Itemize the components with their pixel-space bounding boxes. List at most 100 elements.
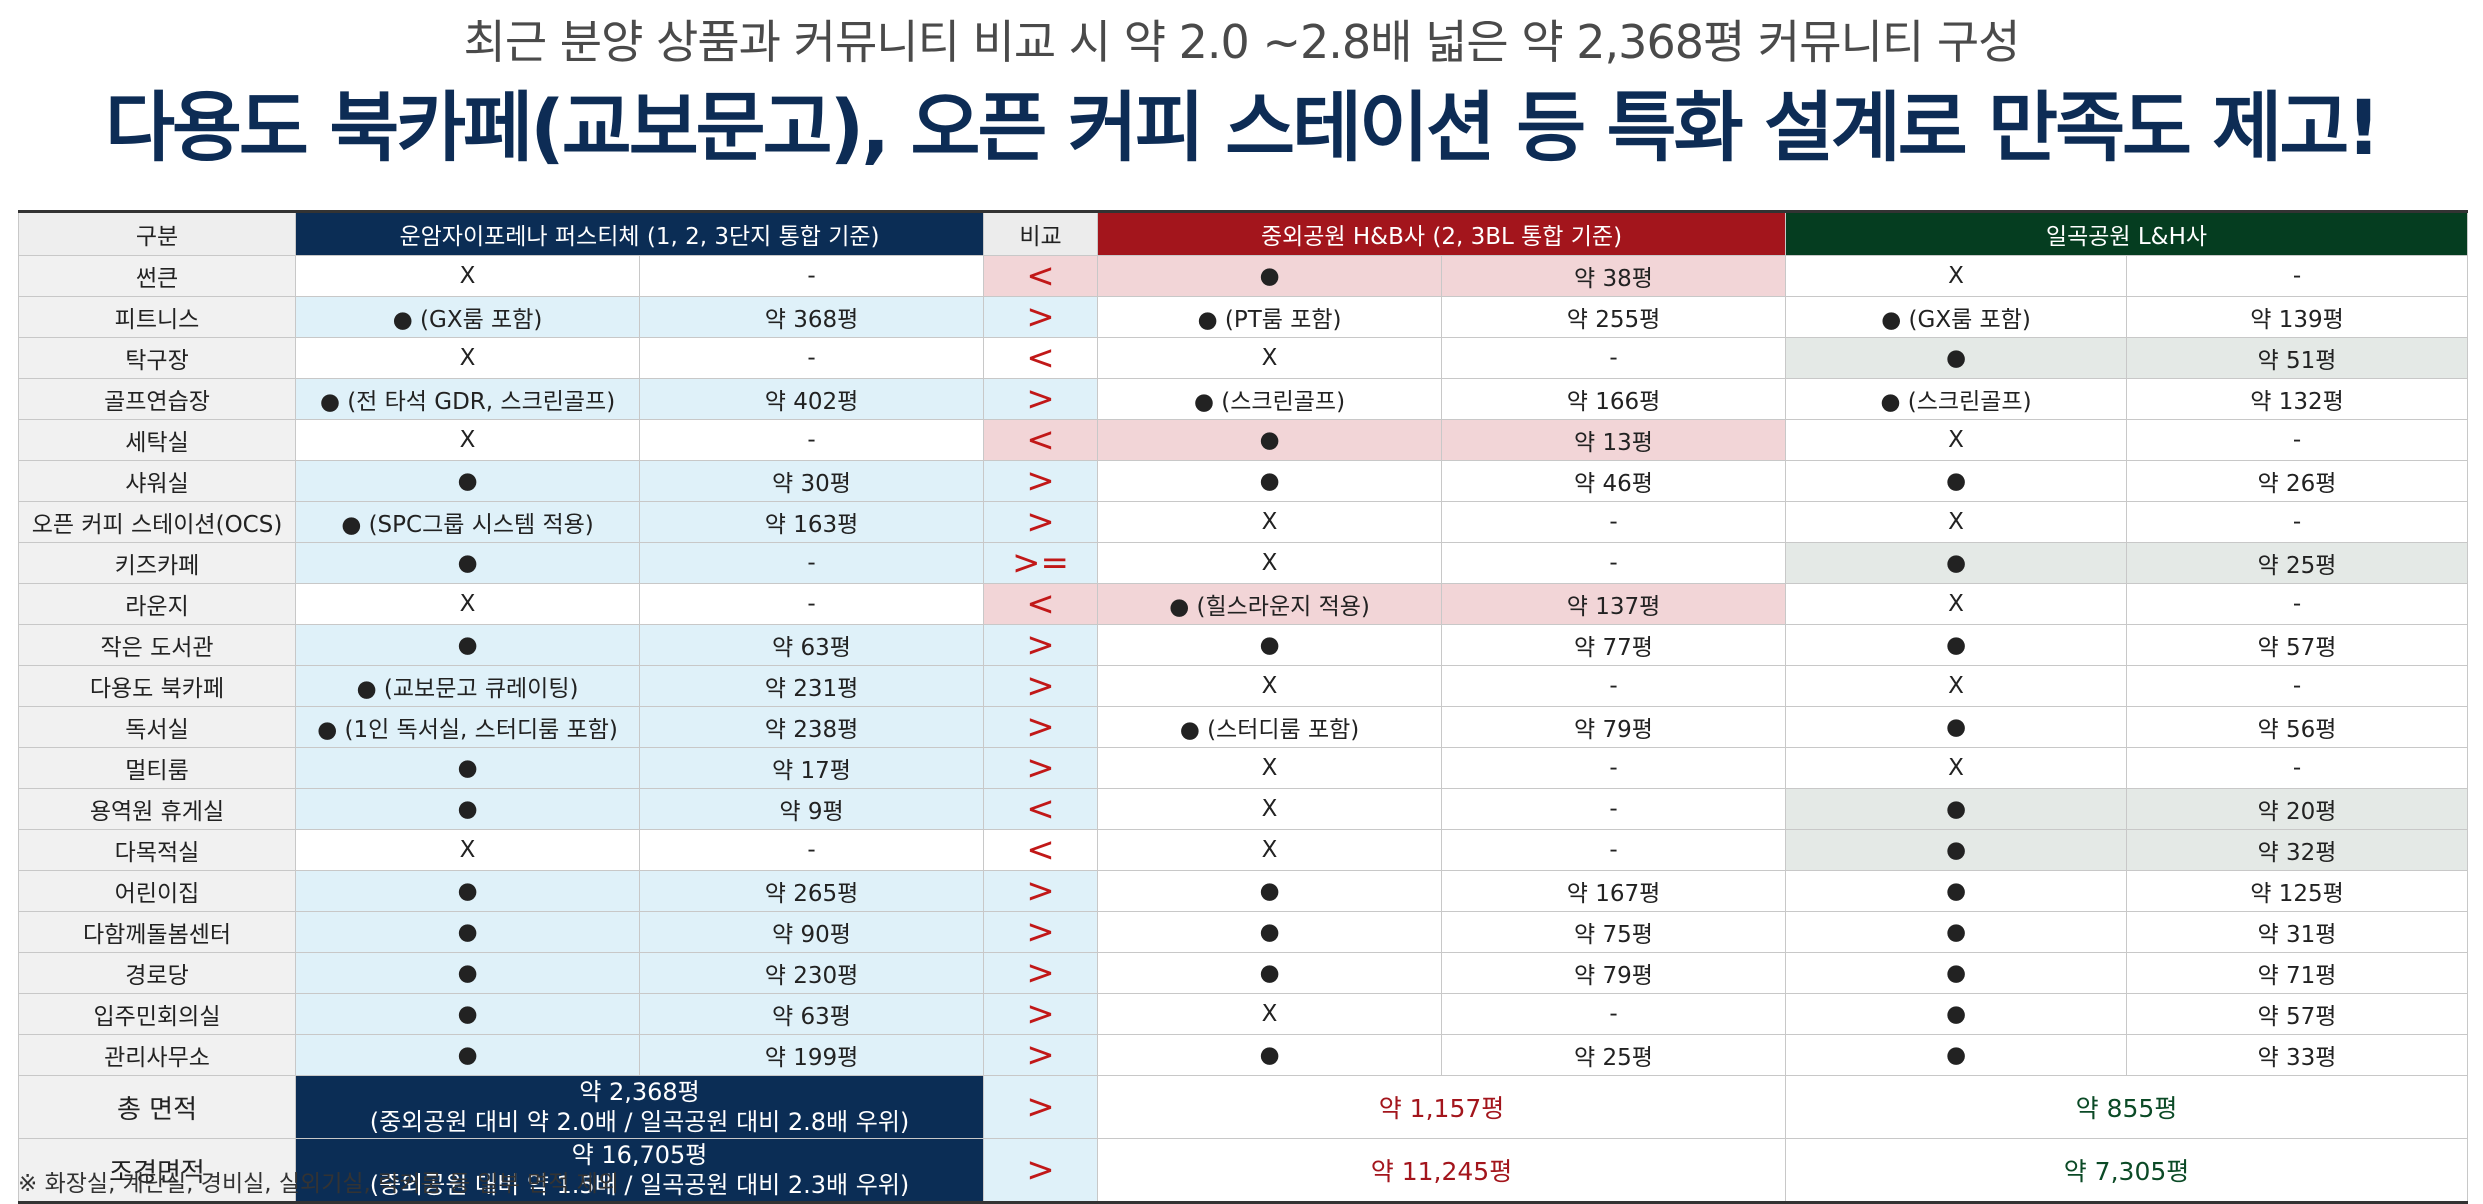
complex-a-total: 약 2,368평 (중외공원 대비 약 2.0배 / 일곡공원 대비 2.8배 우… bbox=[295, 1075, 984, 1139]
table-row: 탁구장 X - < X - ● 약 51평 bbox=[18, 337, 2468, 379]
complex-a-status: ● (1인 독서실, 스터디룸 포함) bbox=[295, 706, 640, 748]
complex-c-status: X bbox=[1785, 419, 2127, 461]
complex-a-total-value: 약 2,368평 bbox=[579, 1078, 700, 1106]
complex-c-status: ● bbox=[1785, 460, 2127, 502]
complex-a-status: ● bbox=[295, 870, 640, 912]
row-label: 피트니스 bbox=[18, 296, 296, 338]
table-row: 라운지 X - < ● (힐스라운지 적용) 약 137평 X - bbox=[18, 583, 2468, 625]
complex-b-area: - bbox=[1441, 993, 1786, 1035]
header-label: 구분 bbox=[18, 211, 296, 256]
complex-c-area: 약 20평 bbox=[2126, 788, 2468, 830]
complex-c-area: 약 139평 bbox=[2126, 296, 2468, 338]
complex-b-total: 약 1,157평 bbox=[1097, 1075, 1786, 1139]
complex-b-area: - bbox=[1441, 501, 1786, 543]
complex-b-area: 약 46평 bbox=[1441, 460, 1786, 502]
header-row: 구분 운암자이포레나 퍼스티체 (1, 2, 3단지 통합 기준) 비교 중외공… bbox=[18, 211, 2468, 256]
row-label: 세탁실 bbox=[18, 419, 296, 461]
complex-c-area: 약 57평 bbox=[2126, 624, 2468, 666]
complex-a-area: 약 402평 bbox=[639, 378, 984, 420]
complex-a-status: X bbox=[295, 255, 640, 297]
table-row: 피트니스 ● (GX룸 포함) 약 368평 > ● (PT룸 포함) 약 255평 ● (… bbox=[18, 296, 2468, 338]
compare-sign: < bbox=[983, 337, 1098, 379]
complex-b-status: X bbox=[1097, 665, 1442, 707]
row-label: 독서실 bbox=[18, 706, 296, 748]
complex-a-area: 약 63평 bbox=[639, 993, 984, 1035]
table-row: 세탁실 X - < ● 약 13평 X - bbox=[18, 419, 2468, 461]
complex-b-area: 약 13평 bbox=[1441, 419, 1786, 461]
compare-sign: > bbox=[983, 460, 1098, 502]
complex-b-area: - bbox=[1441, 337, 1786, 379]
complex-b-status: ● bbox=[1097, 870, 1442, 912]
complex-a-area: 약 90평 bbox=[639, 911, 984, 953]
complex-b-status: ● bbox=[1097, 255, 1442, 297]
complex-b-status: X bbox=[1097, 747, 1442, 789]
complex-c-area: 약 51평 bbox=[2126, 337, 2468, 379]
compare-sign: < bbox=[983, 583, 1098, 625]
complex-c-status: ● bbox=[1785, 870, 2127, 912]
complex-b-area: - bbox=[1441, 747, 1786, 789]
header-complex-b: 중외공원 H&B사 (2, 3BL 통합 기준) bbox=[1097, 211, 1786, 256]
table-row: 썬큰 X - < ● 약 38평 X - bbox=[18, 255, 2468, 297]
table-row: 입주민회의실 ● 약 63평 > X - ● 약 57평 bbox=[18, 993, 2468, 1035]
complex-a-area: 약 231평 bbox=[639, 665, 984, 707]
complex-b-status: X bbox=[1097, 829, 1442, 871]
complex-a-status: ● (SPC그룹 시스템 적용) bbox=[295, 501, 640, 543]
complex-b-status: ● bbox=[1097, 419, 1442, 461]
complex-b-status: ● bbox=[1097, 460, 1442, 502]
compare-sign: > bbox=[983, 1075, 1098, 1139]
row-label: 키즈카페 bbox=[18, 542, 296, 584]
complex-b-status: ● bbox=[1097, 624, 1442, 666]
complex-a-area: - bbox=[639, 583, 984, 625]
complex-b-area: - bbox=[1441, 542, 1786, 584]
complex-c-area: 약 25평 bbox=[2126, 542, 2468, 584]
complex-a-status: X bbox=[295, 337, 640, 379]
complex-a-status: ● (전 타석 GDR, 스크린골프) bbox=[295, 378, 640, 420]
complex-c-status: X bbox=[1785, 583, 2127, 625]
complex-b-status: ● (스크린골프) bbox=[1097, 378, 1442, 420]
row-label: 입주민회의실 bbox=[18, 993, 296, 1035]
complex-c-status: ● bbox=[1785, 624, 2127, 666]
complex-a-status: ● bbox=[295, 624, 640, 666]
compare-sign: > bbox=[983, 952, 1098, 994]
row-label: 샤워실 bbox=[18, 460, 296, 502]
complex-a-status: ● bbox=[295, 788, 640, 830]
table-row: 독서실 ● (1인 독서실, 스터디룸 포함) 약 238평 > ● (스터디룸 포함)… bbox=[18, 706, 2468, 748]
table-row: 경로당 ● 약 230평 > ● 약 79평 ● 약 71평 bbox=[18, 952, 2468, 994]
complex-c-area: 약 31평 bbox=[2126, 911, 2468, 953]
table-row: 관리사무소 ● 약 199평 > ● 약 25평 ● 약 33평 bbox=[18, 1034, 2468, 1076]
complex-a-total-value: 약 16,705평 bbox=[571, 1141, 708, 1169]
complex-a-area: - bbox=[639, 255, 984, 297]
compare-sign: < bbox=[983, 829, 1098, 871]
complex-c-area: - bbox=[2126, 255, 2468, 297]
complex-b-status: ● bbox=[1097, 952, 1442, 994]
community-comparison-table: 구분 운암자이포레나 퍼스티체 (1, 2, 3단지 통합 기준) 비교 중외공… bbox=[18, 210, 2468, 1204]
table-row: 골프연습장 ● (전 타석 GDR, 스크린골프) 약 402평 > ● (스크린골프)… bbox=[18, 378, 2468, 420]
complex-c-status: ● (GX룸 포함) bbox=[1785, 296, 2127, 338]
complex-a-status: X bbox=[295, 419, 640, 461]
complex-c-area: - bbox=[2126, 419, 2468, 461]
compare-sign: > bbox=[983, 870, 1098, 912]
complex-a-status: X bbox=[295, 829, 640, 871]
complex-c-status: X bbox=[1785, 501, 2127, 543]
complex-b-status: X bbox=[1097, 501, 1442, 543]
table-row: 멀티룸 ● 약 17평 > X - X - bbox=[18, 747, 2468, 789]
complex-b-area: - bbox=[1441, 665, 1786, 707]
complex-c-area: 약 32평 bbox=[2126, 829, 2468, 871]
row-label: 경로당 bbox=[18, 952, 296, 994]
complex-b-area: 약 77평 bbox=[1441, 624, 1786, 666]
complex-c-area: 약 71평 bbox=[2126, 952, 2468, 994]
complex-a-status: X bbox=[295, 583, 640, 625]
complex-a-area: - bbox=[639, 419, 984, 461]
complex-a-status: ● bbox=[295, 911, 640, 953]
complex-a-status: ● bbox=[295, 460, 640, 502]
complex-c-area: 약 125평 bbox=[2126, 870, 2468, 912]
complex-c-area: 약 132평 bbox=[2126, 378, 2468, 420]
complex-b-status: ● (PT룸 포함) bbox=[1097, 296, 1442, 338]
complex-a-area: 약 63평 bbox=[639, 624, 984, 666]
complex-c-area: 약 56평 bbox=[2126, 706, 2468, 748]
table-row: 오픈 커피 스테이션(OCS) ● (SPC그룹 시스템 적용) 약 163평 > X -… bbox=[18, 501, 2468, 543]
table-row: 다목적실 X - < X - ● 약 32평 bbox=[18, 829, 2468, 871]
compare-sign: < bbox=[983, 788, 1098, 830]
complex-b-status: ● (힐스라운지 적용) bbox=[1097, 583, 1442, 625]
footnote: ※ 화장실, 계단실, 경비실, 실외기실, 락커룸 등 일부 면적 제외 bbox=[18, 1171, 619, 1197]
